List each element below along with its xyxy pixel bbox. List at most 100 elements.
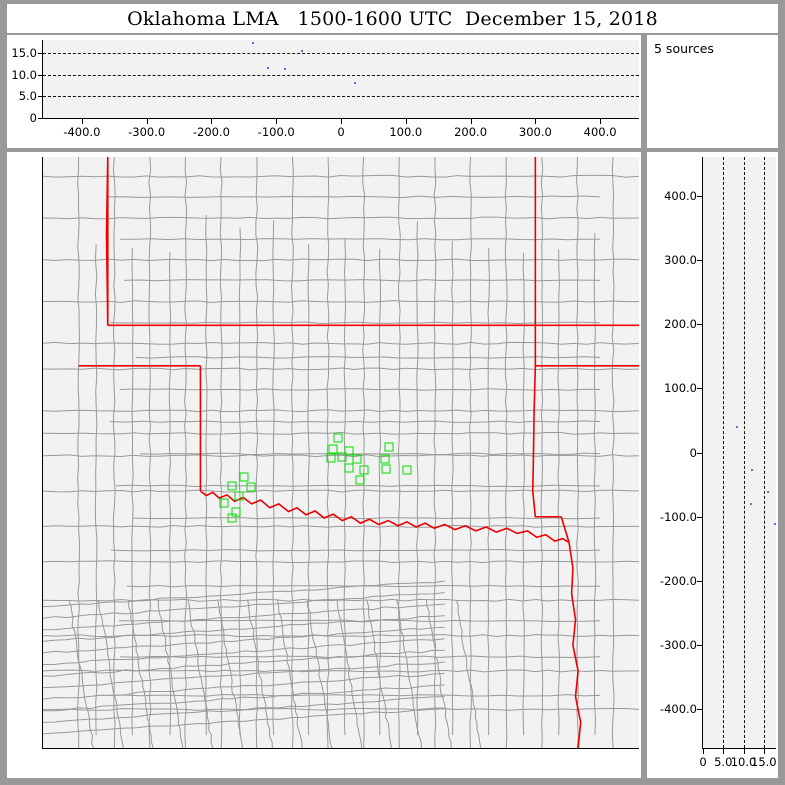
county-line-diagonal [129,600,154,748]
station-marker[interactable] [234,491,244,501]
y-axis-label: 300.0 [664,252,697,267]
county-line-vertical [308,244,309,735]
county-line-horizontal [43,368,639,370]
source-point [749,502,752,505]
gridline-horizontal [43,74,639,76]
county-line-vertical [452,241,453,735]
station-marker[interactable] [384,442,394,452]
county-line-diagonal [367,600,392,748]
x-axis-tick [703,748,704,754]
source-point [300,49,303,52]
y-axis-tick [697,324,703,326]
x-axis-label: 0 [699,755,707,769]
county-line-diagonal [43,650,445,676]
y-axis-label: 100.0 [664,381,697,396]
county-line-horizontal [111,550,600,551]
county-line-horizontal [136,357,600,358]
station-marker[interactable] [381,464,391,474]
county-line-vertical [95,244,96,735]
y-axis-label: 0 [689,445,697,460]
state-border-texas-louisiana [569,542,581,748]
station-marker[interactable] [326,453,336,463]
source-point [252,41,255,44]
county-line-horizontal [43,432,639,434]
county-line-diagonal [397,600,422,748]
x-axis-tick [341,118,342,124]
source-point [283,68,286,71]
map-plan-view-plot[interactable]: -400.0-300.0-200.0-100.00100.0200.0300.0… [42,157,639,749]
station-marker[interactable] [337,452,347,462]
y-axis-label: 0 [29,111,37,125]
y-axis-tick [42,388,43,389]
county-line-vertical [363,157,365,748]
y-axis-tick [38,96,43,98]
x-axis-tick [723,748,725,754]
station-marker[interactable] [333,433,343,443]
gridline-vertical [743,157,745,748]
county-line-diagonal [218,600,243,748]
altitude-vs-east-panel: 0 5.0 10.0 15.0 -400.0 -300.0 -200.0 -100.0 0 100… [7,35,641,148]
county-line-horizontal [110,322,600,323]
station-marker[interactable] [355,475,365,485]
x-axis-tick [763,748,765,754]
y-axis-tick [42,196,43,197]
gridline-horizontal [43,53,639,54]
county-line-vertical [185,157,187,748]
y-axis-tick [42,260,43,261]
station-marker[interactable] [328,444,338,454]
x-axis-tick [276,748,277,749]
source-point [750,468,753,471]
county-line-diagonal [69,600,94,748]
station-marker[interactable] [352,454,362,464]
x-axis-tick [600,748,601,749]
station-marker[interactable] [402,465,412,475]
altitude-vs-north-panel: 0 5.0 10.0 15.0 -400.0 -300.0 -200.0 -100.0 0 100… [647,152,778,778]
station-marker[interactable] [227,513,237,523]
map-plan-view-panel: -400.0-300.0-200.0-100.00100.0200.0300.0… [7,152,641,778]
x-axis-tick [405,118,407,124]
y-axis-tick [697,580,703,582]
y-axis-tick [697,259,703,261]
county-line-vertical [239,228,240,735]
y-axis-label: 200.0 [664,317,697,332]
county-line-diagonal [43,662,445,688]
gridline-vertical [763,157,765,748]
x-axis-tick [81,118,83,124]
y-axis-tick [38,74,43,76]
county-line-diagonal [43,673,445,699]
station-marker[interactable] [344,463,354,473]
station-marker[interactable] [227,481,237,491]
station-marker[interactable] [359,465,369,475]
x-axis-tick [535,118,537,124]
station-marker[interactable] [246,482,256,492]
y-axis-label: -100.0 [659,509,697,524]
y-axis-tick [697,388,703,390]
x-axis-tick [147,748,148,749]
state-border-oklahoma-arkansas-south [561,517,569,543]
station-marker[interactable] [344,446,354,456]
title-bar: Oklahoma LMA 1500-1600 UTC December 15, … [7,4,778,33]
x-axis-tick [146,118,148,124]
y-axis-label: -400.0 [659,702,697,717]
county-line-vertical [398,157,400,748]
station-marker[interactable] [239,472,249,482]
x-axis-tick [341,748,342,749]
county-line-vertical [594,233,595,735]
y-axis-tick [697,452,703,454]
altitude-vs-north-plot[interactable]: 0 5.0 10.0 15.0 -400.0 -300.0 -200.0 -100.0 0 100… [660,157,777,769]
state-border-oklahoma-arkansas [533,366,562,517]
source-point [774,523,777,526]
county-line-horizontal [106,196,600,198]
county-line-horizontal [120,239,600,240]
station-marker[interactable] [219,498,229,508]
altitude-vs-east-plot[interactable]: 0 5.0 10.0 15.0 -400.0 -300.0 -200.0 -100.0 0 100… [11,40,639,139]
x-axis-tick [211,748,212,749]
county-line-vertical [327,157,329,748]
y-axis-tick [697,645,703,647]
county-line-horizontal [43,599,639,601]
county-line-vertical [612,157,614,748]
x-axis-label: 10.0 [730,755,757,769]
county-line-vertical [505,157,507,748]
county-line-vertical [541,157,543,748]
station-marker[interactable] [380,454,390,464]
